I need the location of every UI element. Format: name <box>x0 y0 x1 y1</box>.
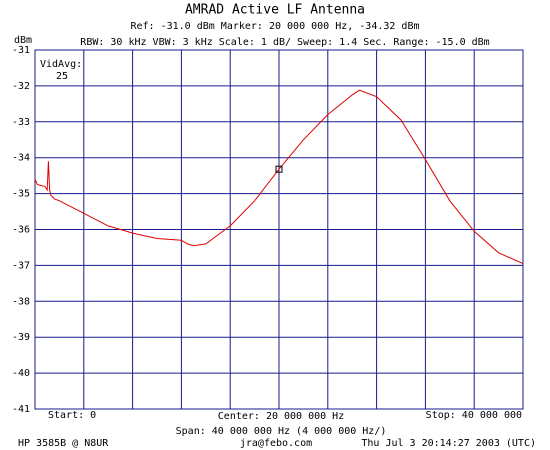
settings-line: RBW: 30 kHz VBW: 3 kHz Scale: 1 dB/ Swee… <box>80 37 489 48</box>
y-tick-label: -31 <box>12 45 30 56</box>
y-tick-label: -35 <box>12 189 30 200</box>
y-tick-label: -33 <box>12 117 30 128</box>
y-tick-label: -39 <box>12 332 30 343</box>
y-tick-label: -37 <box>12 260 30 271</box>
stop-label: Stop: 40 000 000 <box>426 410 522 421</box>
y-tick-label: -40 <box>12 368 30 379</box>
avg-box <box>37 55 81 82</box>
y-label: dBm <box>14 35 32 46</box>
y-tick-label: -36 <box>12 225 30 236</box>
span-label: Span: 40 000 000 Hz (4 000 000 Hz/) <box>176 426 387 437</box>
y-tick-label: -38 <box>12 296 30 307</box>
avg-label: VidAvg: <box>40 59 82 70</box>
trace-line <box>34 89 524 265</box>
footer-left: HP 3585B @ N8UR <box>18 438 109 449</box>
start-label: Start: 0 <box>48 410 96 421</box>
footer-center: jra@febo.com <box>240 438 312 449</box>
center-label: Center: 20 000 000 Hz <box>218 411 344 422</box>
marker <box>275 165 283 173</box>
avg-value: 25 <box>56 71 68 82</box>
y-tick-label: -34 <box>12 153 30 164</box>
chart-title: AMRAD Active LF Antenna <box>185 3 365 18</box>
ref-line: Ref: -31.0 dBm Marker: 20 000 000 Hz, -3… <box>131 21 420 32</box>
y-tick-label: -41 <box>12 404 30 415</box>
y-tick-label: -32 <box>12 81 30 92</box>
footer-right: Thu Jul 3 20:14:27 2003 (UTC) <box>361 438 536 449</box>
